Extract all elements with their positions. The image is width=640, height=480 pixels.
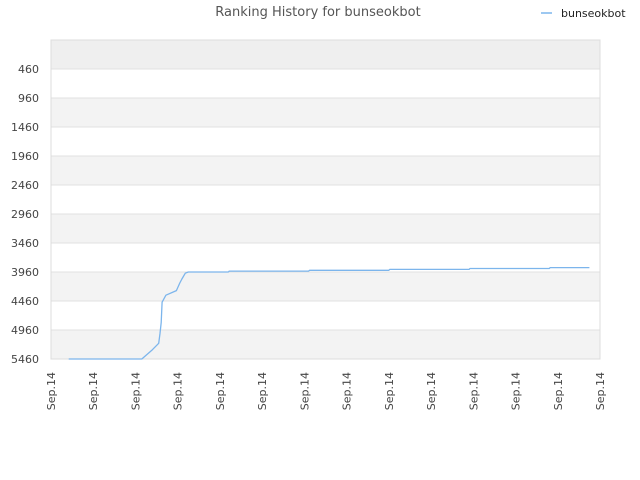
plot-band [51,185,600,214]
y-tick-label: 460 [18,63,39,76]
x-tick-label: Sep.14 [552,372,565,410]
plot-band [51,272,600,301]
x-tick-label: Sep.14 [45,372,58,410]
plot-band [51,156,600,185]
plot-band [51,127,600,156]
legend-label-bunseokbot: bunseokbot [561,7,626,20]
x-tick-label: Sep.14 [425,372,438,410]
x-tick-label: Sep.14 [87,372,100,410]
plot-band [51,98,600,127]
y-tick-label: 3960 [11,266,39,279]
legend[interactable]: bunseokbot [541,7,626,20]
y-tick-label: 3460 [11,237,39,250]
x-tick-label: Sep.14 [467,372,480,410]
x-tick-label: Sep.14 [129,372,142,410]
x-tick-label: Sep.14 [256,372,269,410]
plot-band [51,330,600,359]
series-layer [68,266,590,360]
y-axis-ticks: 460 960 1460 1960 2460 2960 3460 3960 4460 4960 54… [11,63,39,366]
y-tick-label: 2460 [11,179,39,192]
y-tick-label: 960 [18,92,39,105]
x-tick-label: Sep.14 [594,372,607,410]
plot-border [50,39,601,360]
x-tick-label: Sep.14 [172,372,185,410]
plot-band [51,301,600,330]
x-axis-ticks: Sep.14 Sep.14 Sep.14 Sep.14 Sep.14 Sep.14 Sep.… [45,372,607,410]
plot-band [51,243,600,272]
plot-bands [51,40,600,359]
plot-band [51,69,600,98]
y-tick-label: 2960 [11,208,39,221]
x-tick-label: Sep.14 [298,372,311,410]
chart-title: Ranking History for bunseokbot [215,5,420,20]
x-tick-label: Sep.14 [383,372,396,410]
y-tick-label: 5460 [11,353,39,366]
plot-band [51,214,600,243]
x-tick-label: Sep.14 [510,372,523,410]
y-tick-label: 4960 [11,324,39,337]
x-tick-label: Sep.14 [341,372,354,410]
series-line-bunseokbot[interactable] [68,266,590,360]
y-tick-label: 1460 [11,121,39,134]
y-tick-label: 1960 [11,150,39,163]
plot-band [51,40,600,69]
x-tick-label: Sep.14 [214,372,227,410]
y-tick-label: 4460 [11,295,39,308]
